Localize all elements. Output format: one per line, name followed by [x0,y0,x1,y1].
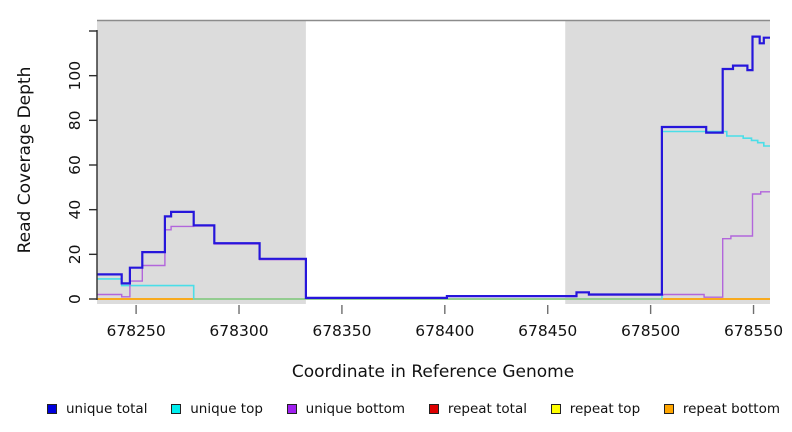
series-line-unique-total [97,35,770,299]
coverage-chart: 0 20 40 60 80 100 678250 678300 678350 678400 6784… [15,19,783,382]
y-tick-label: 20 [66,244,84,264]
y-axis-title: Read Coverage Depth [15,67,35,254]
x-tick-label: 678550 [724,322,783,340]
legend-swatch-icon [286,404,297,414]
legend-label: unique total [66,401,148,417]
legend-item-repeat-top: repeat top [550,401,641,417]
x-axis-title: Coordinate in Reference Genome [292,362,574,382]
axes-layer: 0 20 40 60 80 100 678250 678300 678350 678400 6784… [66,30,783,340]
legend-item-repeat-total: repeat total [428,401,527,417]
legend-label: unique bottom [305,401,406,417]
shaded-region [565,20,770,304]
y-tick-label: 100 [66,61,84,91]
x-tick-label: 678350 [312,322,371,340]
legend: unique total unique top unique bottom repea… [0,394,792,424]
legend-swatch-icon [663,404,674,414]
x-tick-label: 678300 [209,322,268,340]
legend-swatch-icon [550,404,561,414]
legend-label: repeat top [569,401,641,417]
legend-label: repeat bottom [682,401,780,417]
x-tick-label: 678400 [415,322,474,340]
x-tick-label: 678450 [518,322,577,340]
legend-swatch-icon [171,404,182,414]
legend-item-repeat-bottom: repeat bottom [663,401,780,417]
legend-label: unique top [190,401,263,417]
y-tick-label: 0 [66,294,84,304]
legend-item-unique-total: unique total [47,401,147,417]
legend-item-unique-top: unique top [171,401,263,417]
y-tick-label: 40 [66,200,84,220]
y-tick-label: 60 [66,155,84,175]
x-tick-label: 678250 [107,322,166,340]
shaded-region [97,20,306,304]
legend-label: repeat total [447,401,527,417]
series-layer [97,35,770,300]
y-tick-label: 80 [66,110,84,130]
series-line-unique-top [97,130,770,300]
legend-item-unique-bottom: unique bottom [286,401,406,417]
shaded-regions-layer [97,19,770,304]
legend-swatch-icon [428,404,439,414]
legend-swatch-icon [47,404,57,414]
x-tick-label: 678500 [621,322,680,340]
